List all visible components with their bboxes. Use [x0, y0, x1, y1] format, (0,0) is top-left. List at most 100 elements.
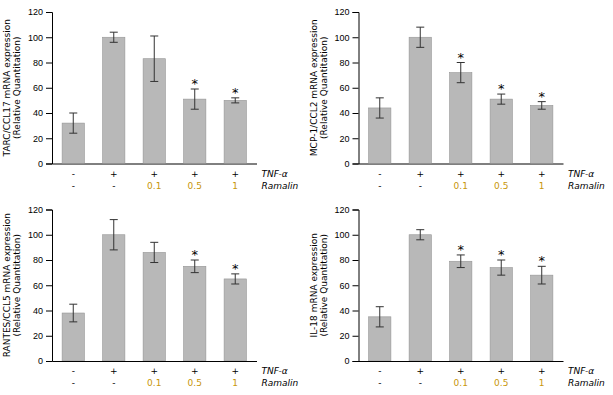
- error-bar-cap: [497, 275, 505, 276]
- y-tick-label: 80: [33, 255, 43, 265]
- condition-label: +: [416, 366, 424, 376]
- significance-mark: *: [232, 261, 239, 276]
- y-tick: 120: [28, 205, 52, 215]
- y-tick: 100: [28, 33, 52, 43]
- bar: [490, 268, 512, 361]
- y-axis-line: [353, 13, 360, 165]
- x-axis: [53, 164, 258, 165]
- error-bar-cap: [191, 109, 199, 110]
- y-axis-title-line: (Relative Quantitation): [12, 37, 22, 140]
- condition-label: 0.5: [188, 181, 202, 191]
- error-bar-cap: [110, 42, 118, 43]
- plot-area: [62, 220, 246, 361]
- y-tick-mark: [46, 37, 52, 38]
- y-tick: 20: [33, 134, 52, 144]
- y-axis-title-line: IL-18 mRNA expression: [309, 233, 319, 337]
- error-bar-stem: [154, 36, 155, 81]
- y-tick-mark: [353, 311, 359, 312]
- y-tick-label: 40: [339, 306, 349, 316]
- error-bar: [150, 242, 158, 262]
- condition-label: +: [497, 366, 505, 376]
- y-tick-label: 80: [33, 58, 43, 68]
- y-tick-label: 120: [28, 205, 43, 215]
- y-tick: 40: [339, 306, 358, 316]
- row-header: Ramalin: [262, 181, 299, 191]
- y-tick-label: 60: [33, 281, 43, 291]
- error-bar-cap: [376, 118, 384, 119]
- error-bar: [538, 266, 546, 284]
- y-tick-mark: [46, 336, 52, 337]
- y-tick: 80: [33, 255, 52, 265]
- y-tick-mark: [353, 138, 359, 139]
- bar: [450, 261, 472, 361]
- error-bar-cap: [416, 27, 424, 28]
- y-tick-mark: [353, 37, 359, 38]
- error-bar-cap: [376, 306, 384, 307]
- condition-label: +: [150, 366, 158, 376]
- plot-area: [62, 32, 246, 163]
- annotations: **-++++TNF-α--0.10.51Ramalin: [72, 247, 299, 388]
- condition-label: -: [378, 378, 381, 388]
- error-bar: [416, 27, 424, 47]
- bar: [490, 99, 512, 163]
- y-tick: 120: [334, 205, 358, 215]
- condition-label: -: [112, 181, 115, 191]
- y-tick-label: 60: [339, 281, 349, 291]
- y-tick-mark: [353, 336, 359, 337]
- bar: [103, 37, 125, 163]
- condition-label: 0.1: [147, 378, 161, 388]
- y-tick: 20: [339, 134, 358, 144]
- y-tick: 0: [38, 159, 52, 169]
- error-bar-cap: [538, 283, 546, 284]
- x-axis-line: [359, 361, 564, 362]
- condition-label: -: [378, 169, 381, 179]
- x-axis: [359, 361, 564, 362]
- y-tick-label: 20: [33, 134, 43, 144]
- error-bar-cap: [69, 113, 77, 114]
- error-bar-cap: [69, 304, 77, 305]
- error-bar: [416, 230, 424, 240]
- condition-label: +: [538, 366, 546, 376]
- y-tick-mark: [46, 361, 52, 362]
- y-tick: 40: [339, 108, 358, 118]
- y-tick-mark: [353, 235, 359, 236]
- bar: [184, 266, 206, 361]
- y-axis: 020406080100120: [334, 7, 359, 169]
- condition-label: +: [191, 169, 199, 179]
- panel: 020406080100120IL-18 mRNA expression(Rel…: [309, 205, 606, 388]
- condition-label: -: [419, 181, 422, 191]
- y-axis-title: RANTES/CCL5 mRNA expression(Relative Qua…: [2, 213, 22, 357]
- error-bar-cap: [231, 283, 239, 284]
- annotations: ***-++++TNF-α--0.10.51Ramalin: [378, 242, 605, 388]
- error-bar-stem: [501, 260, 502, 275]
- row-header: Ramalin: [568, 181, 605, 191]
- condition-label: -: [112, 378, 115, 388]
- error-bar-cap: [191, 272, 199, 273]
- error-bar-stem: [113, 220, 114, 250]
- y-tick-mark: [353, 260, 359, 261]
- error-bar-cap: [110, 219, 118, 220]
- row-header: TNF-α: [262, 169, 288, 179]
- y-tick-label: 0: [344, 159, 349, 169]
- significance-mark: *: [191, 247, 198, 262]
- error-bar-stem: [73, 304, 74, 322]
- y-tick: 60: [339, 281, 358, 291]
- row-header: TNF-α: [568, 169, 594, 179]
- y-tick-label: 60: [33, 83, 43, 93]
- x-axis: [359, 164, 564, 165]
- y-axis-line: [46, 210, 53, 362]
- y-axis-title: MCP-1/CCL2 mRNA expression(Relative Quan…: [309, 19, 329, 156]
- bar: [224, 100, 246, 163]
- y-tick-label: 60: [339, 83, 349, 93]
- y-tick-label: 100: [334, 33, 349, 43]
- error-bar-cap: [150, 35, 158, 36]
- condition-label: 0.1: [147, 181, 161, 191]
- error-bar-cap: [416, 47, 424, 48]
- y-tick-mark: [353, 88, 359, 89]
- panel: 020406080100120MCP-1/CCL2 mRNA expressio…: [309, 7, 606, 190]
- condition-label: -: [419, 378, 422, 388]
- x-axis-line: [359, 164, 564, 165]
- plot-area: [369, 230, 553, 361]
- error-bar-stem: [73, 113, 74, 133]
- condition-label: -: [72, 181, 75, 191]
